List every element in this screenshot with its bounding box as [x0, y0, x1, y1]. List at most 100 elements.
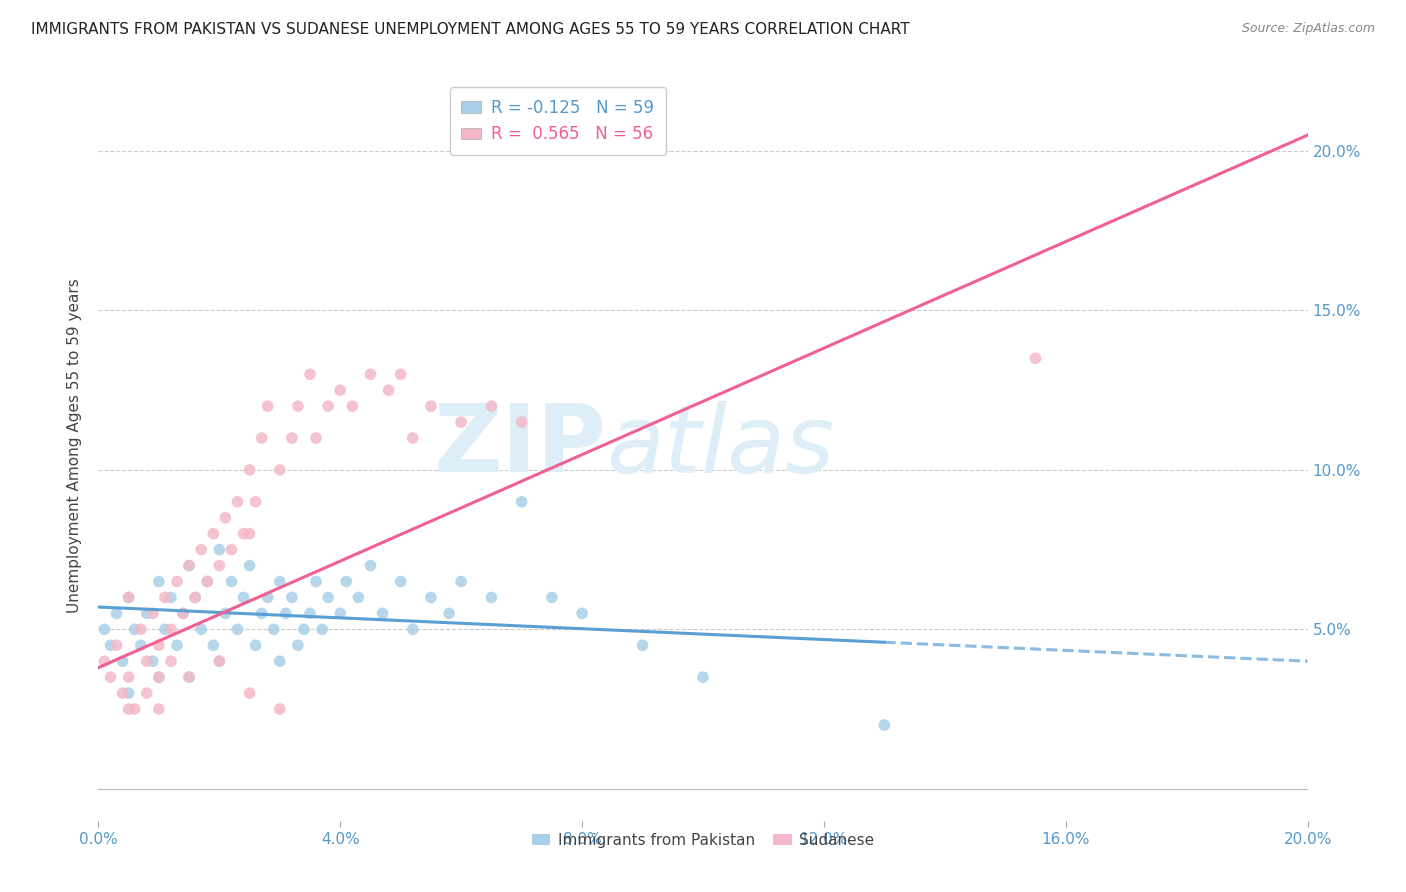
- Point: [129, 638, 152, 652]
- Point: [377, 383, 399, 397]
- Point: [389, 368, 412, 382]
- Point: [360, 368, 382, 382]
- Point: [118, 670, 141, 684]
- Point: [184, 591, 207, 605]
- Text: ZIP: ZIP: [433, 400, 606, 492]
- Point: [142, 607, 165, 621]
- Point: [202, 526, 225, 541]
- Point: [118, 591, 141, 605]
- Point: [105, 638, 128, 652]
- Point: [299, 368, 322, 382]
- Point: [256, 591, 278, 605]
- Point: [287, 399, 309, 413]
- Point: [124, 702, 146, 716]
- Text: Source: ZipAtlas.com: Source: ZipAtlas.com: [1241, 22, 1375, 36]
- Point: [510, 495, 533, 509]
- Point: [226, 623, 249, 637]
- Point: [250, 607, 273, 621]
- Point: [274, 607, 297, 621]
- Point: [148, 670, 170, 684]
- Point: [250, 431, 273, 445]
- Point: [129, 623, 152, 637]
- Point: [281, 431, 304, 445]
- Point: [481, 591, 503, 605]
- Point: [292, 623, 315, 637]
- Point: [316, 399, 339, 413]
- Point: [190, 542, 212, 557]
- Point: [166, 638, 188, 652]
- Point: [148, 670, 170, 684]
- Point: [111, 686, 134, 700]
- Point: [118, 702, 141, 716]
- Point: [179, 558, 201, 573]
- Point: [221, 542, 243, 557]
- Point: [148, 574, 170, 589]
- Point: [118, 591, 141, 605]
- Point: [148, 702, 170, 716]
- Point: [172, 607, 194, 621]
- Point: [148, 638, 170, 652]
- Point: [179, 558, 201, 573]
- Point: [221, 574, 243, 589]
- Point: [1024, 351, 1046, 366]
- Point: [239, 686, 262, 700]
- Point: [245, 638, 267, 652]
- Point: [329, 607, 352, 621]
- Point: [195, 574, 218, 589]
- Point: [402, 623, 425, 637]
- Point: [124, 623, 146, 637]
- Point: [153, 623, 176, 637]
- Point: [245, 495, 267, 509]
- Point: [335, 574, 357, 589]
- Point: [226, 495, 249, 509]
- Point: [100, 638, 122, 652]
- Point: [420, 591, 443, 605]
- Point: [232, 591, 254, 605]
- Point: [256, 399, 278, 413]
- Point: [692, 670, 714, 684]
- Point: [208, 654, 231, 668]
- Point: [195, 574, 218, 589]
- Point: [571, 607, 593, 621]
- Point: [142, 654, 165, 668]
- Point: [93, 654, 115, 668]
- Point: [437, 607, 460, 621]
- Text: IMMIGRANTS FROM PAKISTAN VS SUDANESE UNEMPLOYMENT AMONG AGES 55 TO 59 YEARS CORR: IMMIGRANTS FROM PAKISTAN VS SUDANESE UNE…: [31, 22, 910, 37]
- Point: [239, 463, 262, 477]
- Point: [389, 574, 412, 589]
- Point: [179, 670, 201, 684]
- Point: [239, 526, 262, 541]
- Y-axis label: Unemployment Among Ages 55 to 59 years: Unemployment Among Ages 55 to 59 years: [67, 278, 83, 614]
- Point: [481, 399, 503, 413]
- Point: [214, 510, 236, 524]
- Point: [510, 415, 533, 429]
- Point: [232, 526, 254, 541]
- Point: [269, 702, 291, 716]
- Point: [135, 654, 157, 668]
- Point: [263, 623, 285, 637]
- Point: [450, 574, 472, 589]
- Point: [342, 399, 364, 413]
- Point: [208, 654, 231, 668]
- Point: [311, 623, 333, 637]
- Point: [135, 607, 157, 621]
- Point: [153, 591, 176, 605]
- Point: [316, 591, 339, 605]
- Point: [299, 607, 322, 621]
- Point: [269, 654, 291, 668]
- Point: [347, 591, 370, 605]
- Point: [160, 591, 183, 605]
- Point: [631, 638, 654, 652]
- Point: [371, 607, 394, 621]
- Point: [269, 463, 291, 477]
- Point: [420, 399, 443, 413]
- Point: [184, 591, 207, 605]
- Point: [208, 542, 231, 557]
- Point: [540, 591, 562, 605]
- Point: [208, 558, 231, 573]
- Legend: Immigrants from Pakistan, Sudanese: Immigrants from Pakistan, Sudanese: [526, 827, 880, 855]
- Point: [269, 574, 291, 589]
- Point: [360, 558, 382, 573]
- Point: [190, 623, 212, 637]
- Point: [135, 686, 157, 700]
